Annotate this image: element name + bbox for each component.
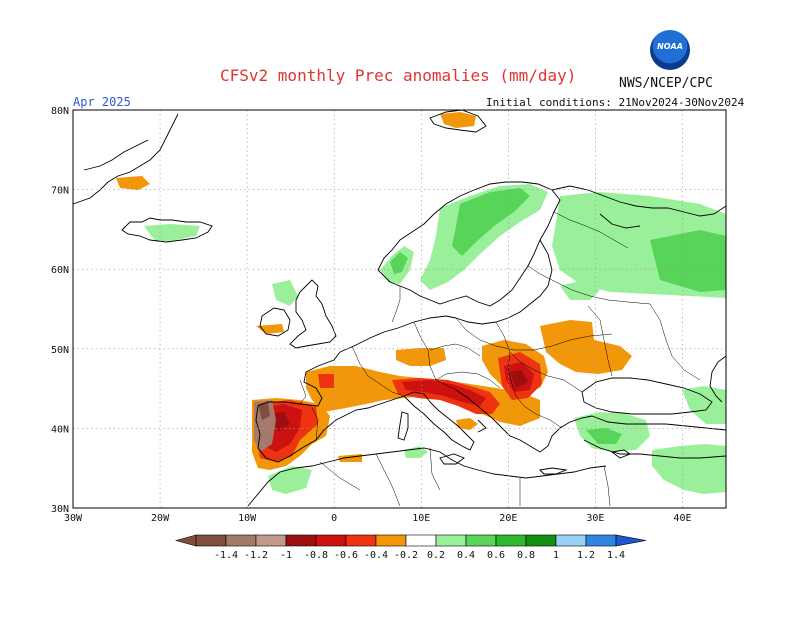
- legend-swatch: [525, 534, 557, 547]
- legend-label: -0.8: [304, 550, 328, 561]
- legend-label: 0.2: [427, 550, 445, 561]
- legend-swatch: [585, 534, 617, 547]
- anomaly-region-wet: [586, 428, 622, 444]
- great-britain-outline: [289, 279, 337, 349]
- legend-label: -0.6: [334, 550, 358, 561]
- legend-swatch: [555, 534, 587, 547]
- legend-label: 1.4: [607, 550, 625, 561]
- lon-tick-label: 10E: [412, 513, 430, 524]
- anomaly-region-wet-light: [682, 386, 726, 424]
- axis-labels: 30W 20W 10W 0 10E 20E 30E 40E 80N 70N 60N 50N 40N 30N: [51, 106, 692, 524]
- anomaly-region-wet-light: [560, 280, 600, 300]
- continental-coast: [255, 315, 457, 463]
- italy-outline: [403, 391, 487, 451]
- agency-label: NWS/NCEP/CPC: [619, 76, 713, 91]
- lon-tick-label: 10W: [238, 513, 257, 524]
- legend-swatch: [345, 534, 377, 547]
- anomaly-region-dry-orange: [440, 112, 476, 128]
- anomaly-region-wet: [452, 188, 530, 256]
- anatolia-coast: [583, 415, 727, 459]
- anomaly-region-dry-red-dark: [510, 370, 528, 388]
- map-title: CFSv2 monthly Prec anomalies (mm/day): [220, 66, 577, 85]
- north-africa-coast: [247, 447, 607, 507]
- scandinavia-outline: [377, 181, 561, 307]
- map-frame: [72, 109, 727, 509]
- legend-label: 0.8: [517, 550, 535, 561]
- anomaly-region-wet-light: [404, 446, 428, 458]
- lat-tick-label: 30N: [51, 504, 69, 515]
- legend-swatch: [285, 534, 317, 547]
- lat-tick-label: 40N: [51, 424, 69, 435]
- anomaly-region-dry-orange: [540, 320, 632, 374]
- svalbard-outline: [429, 109, 487, 133]
- anomaly-region-dry-orange: [396, 348, 446, 366]
- anomaly-region-wet: [390, 252, 408, 274]
- legend-label: -1.4: [214, 550, 238, 561]
- legend-swatch: [435, 534, 467, 547]
- legend-label: 1.2: [577, 550, 595, 561]
- noaa-logo-icon: NOAA: [650, 30, 690, 70]
- anomaly-region-dry-orange: [456, 418, 478, 430]
- legend-label: 0.4: [457, 550, 475, 561]
- legend-swatch: [405, 534, 437, 547]
- legend-label: -0.2: [394, 550, 418, 561]
- legend-label: 0.6: [487, 550, 505, 561]
- cyprus: [610, 449, 631, 459]
- balkans-coast: [455, 389, 593, 453]
- coastlines: [72, 109, 727, 507]
- lat-lon-grid: [73, 110, 726, 508]
- anomaly-region-wet-light: [272, 280, 298, 306]
- legend-arrow-high: [615, 534, 647, 547]
- lat-tick-label: 50N: [51, 345, 69, 356]
- legend-label: -1: [280, 550, 292, 561]
- anomaly-field: [116, 112, 726, 494]
- lon-tick-label: 0: [331, 513, 337, 524]
- lon-tick-label: 40E: [673, 513, 691, 524]
- legend-label: 1: [553, 550, 559, 561]
- lat-tick-label: 70N: [51, 186, 69, 197]
- lon-tick-label: 30W: [64, 513, 83, 524]
- legend-swatch: [375, 534, 407, 547]
- iceland-outline: [121, 217, 213, 243]
- anomaly-region-wet-light: [144, 224, 200, 242]
- crete: [539, 467, 568, 475]
- legend-arrow-low: [174, 534, 197, 547]
- legend-label: -0.4: [364, 550, 388, 561]
- legend-swatch: [315, 534, 347, 547]
- sicily: [439, 453, 465, 465]
- corsica-sardinia: [397, 411, 409, 441]
- country-borders: [299, 211, 701, 507]
- lon-tick-label: 30E: [586, 513, 604, 524]
- anomaly-region-dry-orange-red: [318, 374, 334, 388]
- lat-tick-label: 80N: [51, 106, 69, 117]
- anomaly-region-wet-light: [652, 444, 726, 494]
- legend-swatch: [465, 534, 497, 547]
- noaa-logo-text: NOAA: [657, 42, 683, 51]
- lon-tick-label: 20E: [499, 513, 517, 524]
- initial-conditions: Initial conditions: 21Nov2024-30Nov2024: [486, 96, 745, 109]
- anomaly-region-dry-orange: [338, 454, 362, 462]
- legend-swatch: [255, 534, 287, 547]
- caspian-outline: [709, 355, 727, 403]
- lon-tick-label: 20W: [151, 513, 170, 524]
- anomaly-region-wet-light: [420, 184, 548, 290]
- anomaly-region-dry-orange: [116, 176, 150, 190]
- kola-outline: [551, 185, 727, 229]
- legend-label: -1.2: [244, 550, 268, 561]
- baltic-coast: [455, 239, 553, 325]
- anomaly-region-dry-red: [402, 380, 486, 406]
- ireland-outline: [259, 307, 291, 337]
- greenland-outline: [72, 113, 179, 205]
- forecast-month: Apr 2025: [73, 95, 131, 109]
- legend-swatch: [225, 534, 257, 547]
- legend-swatch: [195, 534, 227, 547]
- lat-tick-label: 60N: [51, 265, 69, 276]
- legend-swatch: [495, 534, 527, 547]
- black-sea-outline: [581, 377, 713, 415]
- anomaly-region-wet: [650, 230, 726, 292]
- anomaly-region-dry-orange: [256, 324, 284, 334]
- anomaly-region-strong-dry: [258, 402, 270, 420]
